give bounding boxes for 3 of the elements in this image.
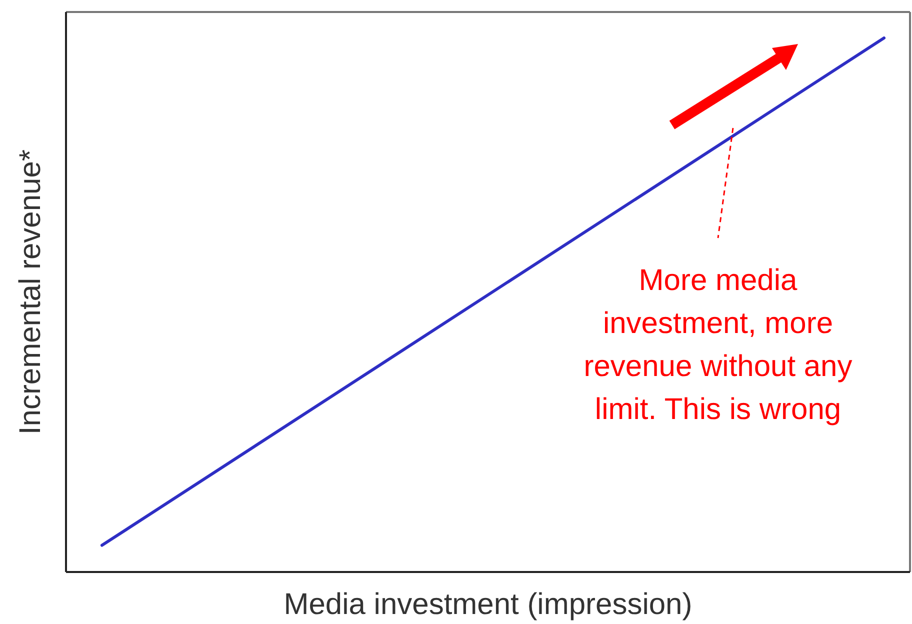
x-axis-title: Media investment (impression) bbox=[284, 588, 692, 621]
y-axis-title: Incremental revenue* bbox=[14, 149, 47, 435]
annotation: More media investment, more revenue without any limit. This is wrong bbox=[584, 264, 852, 426]
